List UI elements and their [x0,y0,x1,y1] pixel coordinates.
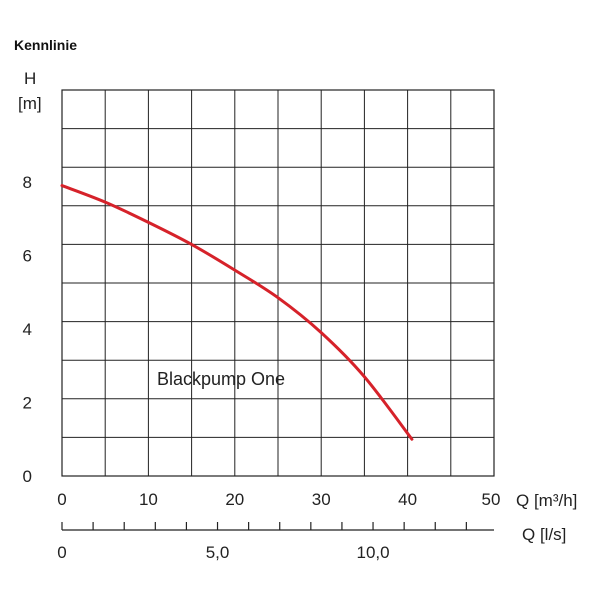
y-tick-label: 8 [23,173,32,192]
x-tick-label: 10 [139,490,158,509]
y-tick-label: 4 [23,320,32,339]
secondary-axis-ticks [61,522,467,530]
chart-title: Kennlinie [14,37,77,53]
y-axis-unit: [m] [18,94,42,113]
y-tick-label: 6 [23,246,32,265]
secondary-tick-labels: 0 5,0 10,0 [57,543,389,562]
y-tick-label: 0 [23,467,32,486]
secondary-tick-label: 5,0 [206,543,230,562]
x-tick-label: 20 [225,490,244,509]
secondary-axis-label: Q [l/s] [522,525,566,544]
y-axis-label: H [24,69,36,88]
x-tick-labels: 0 10 20 30 40 50 [57,490,500,509]
plot-grid [62,90,494,476]
series-line-blackpump-one [60,184,414,441]
x-axis-label: Q [m³/h] [516,491,577,510]
plot-frame [61,89,495,477]
secondary-tick-label: 0 [57,543,66,562]
curve-annotation: Blackpump One [157,369,285,389]
x-tick-label: 0 [57,490,66,509]
x-tick-label: 40 [398,490,417,509]
x-tick-label: 30 [312,490,331,509]
x-tick-label: 50 [482,490,501,509]
secondary-tick-label: 10,0 [356,543,389,562]
y-tick-labels: 0 2 4 6 8 [23,173,32,486]
y-tick-label: 2 [23,393,32,412]
